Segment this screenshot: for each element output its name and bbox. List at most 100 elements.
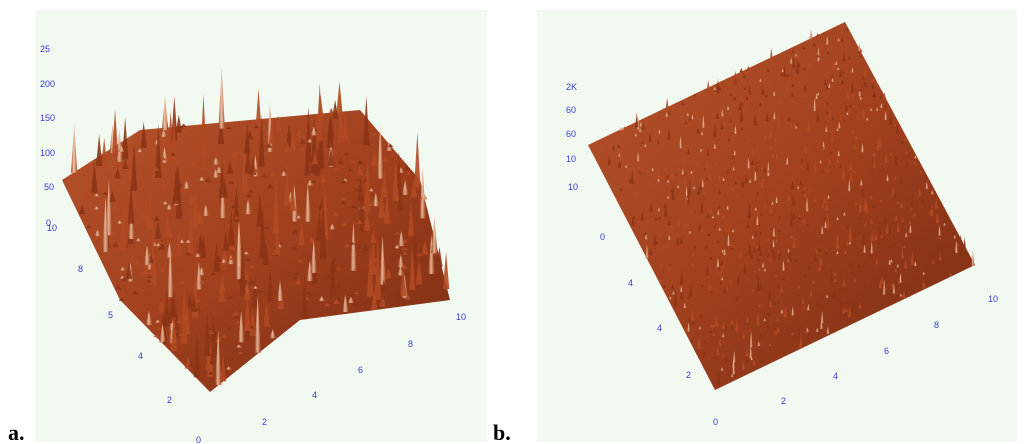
- spike: [176, 317, 183, 324]
- spike: [735, 296, 739, 300]
- spike: [174, 166, 181, 190]
- spike: [162, 339, 169, 345]
- spike: [749, 344, 753, 359]
- spike: [701, 178, 705, 188]
- spike: [703, 167, 707, 171]
- spike: [799, 332, 803, 349]
- spike: [163, 285, 171, 327]
- spike: [436, 246, 443, 267]
- spike: [209, 272, 217, 276]
- spike: [735, 194, 739, 198]
- spike: [337, 157, 344, 165]
- spike: [747, 157, 751, 169]
- spike: [611, 150, 615, 155]
- spike: [755, 274, 759, 278]
- spike: [874, 230, 878, 241]
- spike: [751, 147, 755, 155]
- spike: [118, 297, 125, 301]
- spike: [175, 171, 183, 219]
- spike: [121, 116, 129, 160]
- spike: [231, 148, 238, 159]
- spike: [711, 332, 716, 336]
- spike: [749, 82, 753, 86]
- left-tick-label: 0: [600, 232, 605, 242]
- spike: [724, 321, 728, 331]
- spike: [371, 289, 378, 311]
- spike: [848, 163, 853, 171]
- spike: [816, 109, 820, 122]
- spike: [845, 26, 849, 31]
- spike: [687, 295, 691, 300]
- spike: [880, 89, 884, 99]
- spike: [679, 289, 684, 300]
- spike: [651, 167, 655, 172]
- spike: [805, 222, 810, 227]
- spike: [819, 319, 824, 329]
- spike: [700, 131, 704, 136]
- spike: [956, 242, 960, 246]
- spike: [717, 190, 722, 194]
- spike: [802, 189, 806, 194]
- spike: [869, 218, 873, 224]
- z-tick-label: 50: [44, 182, 54, 192]
- spike: [713, 143, 717, 149]
- spike: [671, 291, 676, 295]
- spike: [693, 93, 697, 97]
- spike: [691, 253, 695, 257]
- spike: [353, 188, 361, 192]
- spike: [861, 184, 865, 197]
- spike: [706, 213, 710, 217]
- spike: [142, 198, 149, 221]
- spike: [722, 248, 727, 256]
- spike: [781, 68, 785, 72]
- spike: [772, 111, 777, 120]
- spike: [899, 178, 904, 182]
- spike: [179, 280, 186, 284]
- spike: [665, 243, 670, 248]
- spike: [869, 195, 873, 200]
- spike: [215, 166, 223, 173]
- spike: [854, 201, 858, 205]
- spike: [199, 280, 206, 284]
- spike: [769, 204, 773, 214]
- spike: [228, 210, 235, 246]
- right-tick-label: 8: [408, 339, 413, 349]
- spike: [756, 258, 760, 262]
- spike: [310, 239, 317, 273]
- spike: [883, 215, 888, 224]
- spike: [812, 41, 816, 46]
- spike: [774, 329, 778, 335]
- surface: [588, 22, 975, 390]
- spike: [860, 142, 865, 153]
- spike: [770, 201, 775, 205]
- spike: [755, 215, 760, 226]
- spike: [882, 92, 886, 98]
- spike: [330, 256, 337, 273]
- spike: [820, 237, 824, 242]
- spike: [335, 266, 342, 270]
- spike: [442, 251, 450, 290]
- spike: [863, 195, 867, 211]
- spike: [649, 201, 653, 212]
- spike: [817, 34, 821, 40]
- spike: [244, 281, 251, 300]
- spike: [188, 191, 195, 205]
- spike: [251, 275, 259, 309]
- spike: [862, 244, 867, 253]
- spike: [155, 123, 162, 178]
- spike: [260, 174, 267, 178]
- spike: [671, 283, 675, 291]
- spike: [688, 179, 692, 195]
- spike: [853, 277, 857, 283]
- spike: [760, 181, 764, 189]
- spike: [708, 174, 712, 180]
- z-tick-label: 10: [568, 182, 578, 192]
- spike: [226, 326, 234, 331]
- spike: [792, 237, 796, 249]
- spike: [725, 79, 730, 84]
- spike: [713, 86, 717, 91]
- spike: [323, 302, 331, 307]
- spike: [357, 159, 364, 165]
- spike: [896, 221, 900, 232]
- spike: [688, 116, 692, 121]
